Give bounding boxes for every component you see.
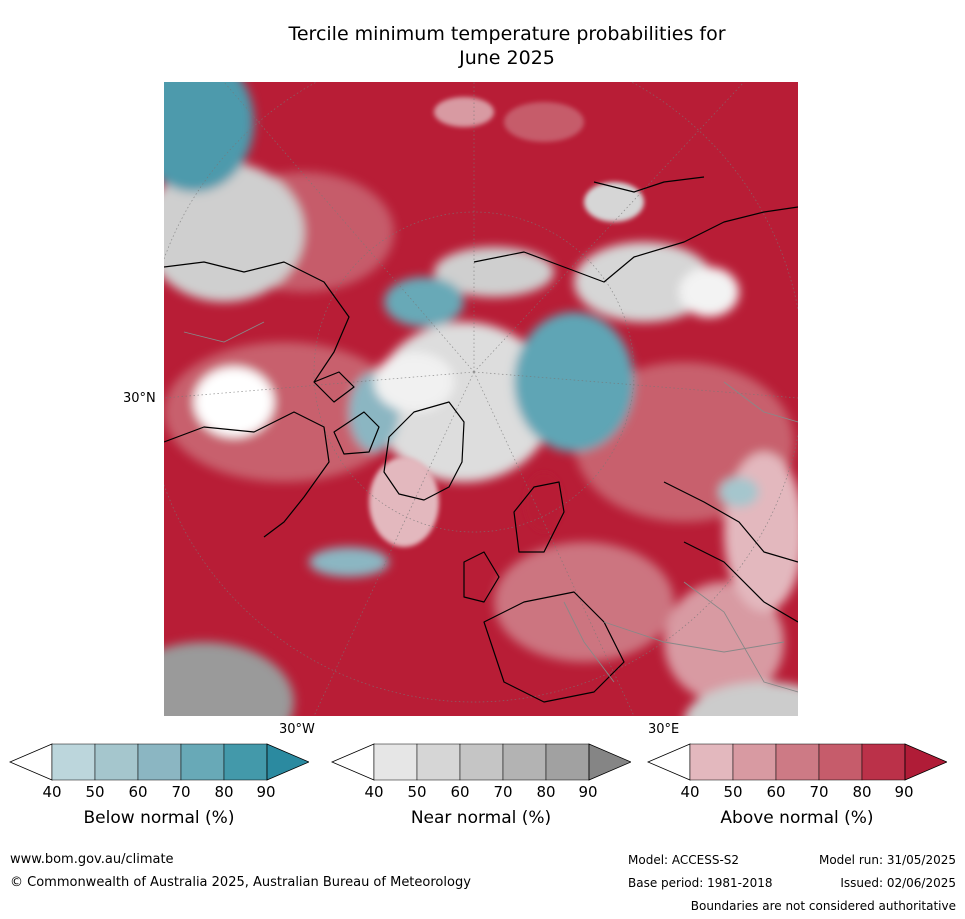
colorbar-segment	[223, 743, 268, 781]
colorbar-tick: 40	[364, 783, 384, 801]
colorbar-near-normal-label: Near normal (%)	[410, 808, 552, 828]
map-title-line1: Tercile minimum temperature probabilitie…	[288, 23, 726, 45]
colorbar-near-normal	[330, 743, 633, 783]
colorbar-extend-high	[904, 743, 949, 781]
colorbar-segment	[94, 743, 139, 781]
probability-map-graphic	[164, 82, 798, 716]
footer-model-run: Model run: 31/05/2025	[818, 853, 956, 867]
colorbar-above-normal-graphic	[646, 743, 949, 781]
colorbar-segment	[775, 743, 820, 781]
colorbar-segment	[459, 743, 504, 781]
colorbar-below-normal	[8, 743, 311, 783]
colorbar-above-normal	[646, 743, 949, 783]
colorbar-below-normal-label: Below normal (%)	[83, 808, 235, 828]
map-title-line2: June 2025	[459, 47, 555, 69]
colorbar-tick: 40	[680, 783, 700, 801]
colorbar-tick: 60	[128, 783, 148, 801]
colorbar-tick: 90	[256, 783, 276, 801]
footer-base-period: Base period: 1981-2018	[628, 876, 773, 890]
colorbar-tick: 70	[809, 783, 829, 801]
probability-map	[164, 82, 798, 716]
colorbar-below-normal-ticks: 40 50 60 70 80 90	[9, 783, 309, 803]
colorbar-tick: 50	[723, 783, 743, 801]
colorbar-segment	[502, 743, 547, 781]
footer-model: Model: ACCESS-S2	[628, 853, 740, 867]
colorbar-segment	[818, 743, 863, 781]
colorbar-below-normal-graphic	[8, 743, 311, 781]
footer-copyright: © Commonwealth of Australia 2025, Austra…	[10, 875, 471, 890]
colorbar-segment	[689, 743, 734, 781]
colorbar-segment	[51, 743, 96, 781]
colorbar-segment	[137, 743, 182, 781]
longitude-label-30w: 30°W	[279, 722, 315, 737]
colorbar-tick: 50	[407, 783, 427, 801]
colorbar-tick: 50	[85, 783, 105, 801]
colorbar-segment	[373, 743, 418, 781]
colorbar-tick: 70	[171, 783, 191, 801]
colorbar-extend-low	[646, 743, 691, 781]
colorbar-above-normal-label: Above normal (%)	[720, 808, 874, 828]
colorbar-tick: 70	[493, 783, 513, 801]
longitude-label-30e: 30°E	[648, 722, 680, 737]
colorbar-tick: 90	[894, 783, 914, 801]
colorbar-near-normal-ticks: 40 50 60 70 80 90	[331, 783, 631, 803]
colorbar-tick: 80	[536, 783, 556, 801]
colorbar-tick: 80	[214, 783, 234, 801]
latitude-label-30n: 30°N	[123, 391, 156, 406]
colorbar-tick: 60	[766, 783, 786, 801]
colorbar-extend-high	[588, 743, 633, 781]
map-title: Tercile minimum temperature probabilitie…	[160, 22, 854, 70]
colorbar-extend-low	[330, 743, 375, 781]
colorbar-segment	[180, 743, 225, 781]
colorbar-segment	[545, 743, 590, 781]
colorbar-segment	[861, 743, 906, 781]
colorbar-segment	[416, 743, 461, 781]
footer-disclaimer: Boundaries are not considered authoritat…	[690, 899, 956, 913]
colorbar-segment	[732, 743, 777, 781]
colorbar-extend-low	[8, 743, 53, 781]
colorbar-tick: 80	[852, 783, 872, 801]
colorbar-tick: 60	[450, 783, 470, 801]
footer-issued: Issued: 02/06/2025	[840, 876, 956, 890]
colorbar-tick: 40	[42, 783, 62, 801]
colorbar-tick: 90	[578, 783, 598, 801]
colorbar-above-normal-ticks: 40 50 60 70 80 90	[647, 783, 947, 803]
footer-website: www.bom.gov.au/climate	[10, 852, 174, 867]
colorbar-extend-high	[266, 743, 311, 781]
colorbar-near-normal-graphic	[330, 743, 633, 781]
